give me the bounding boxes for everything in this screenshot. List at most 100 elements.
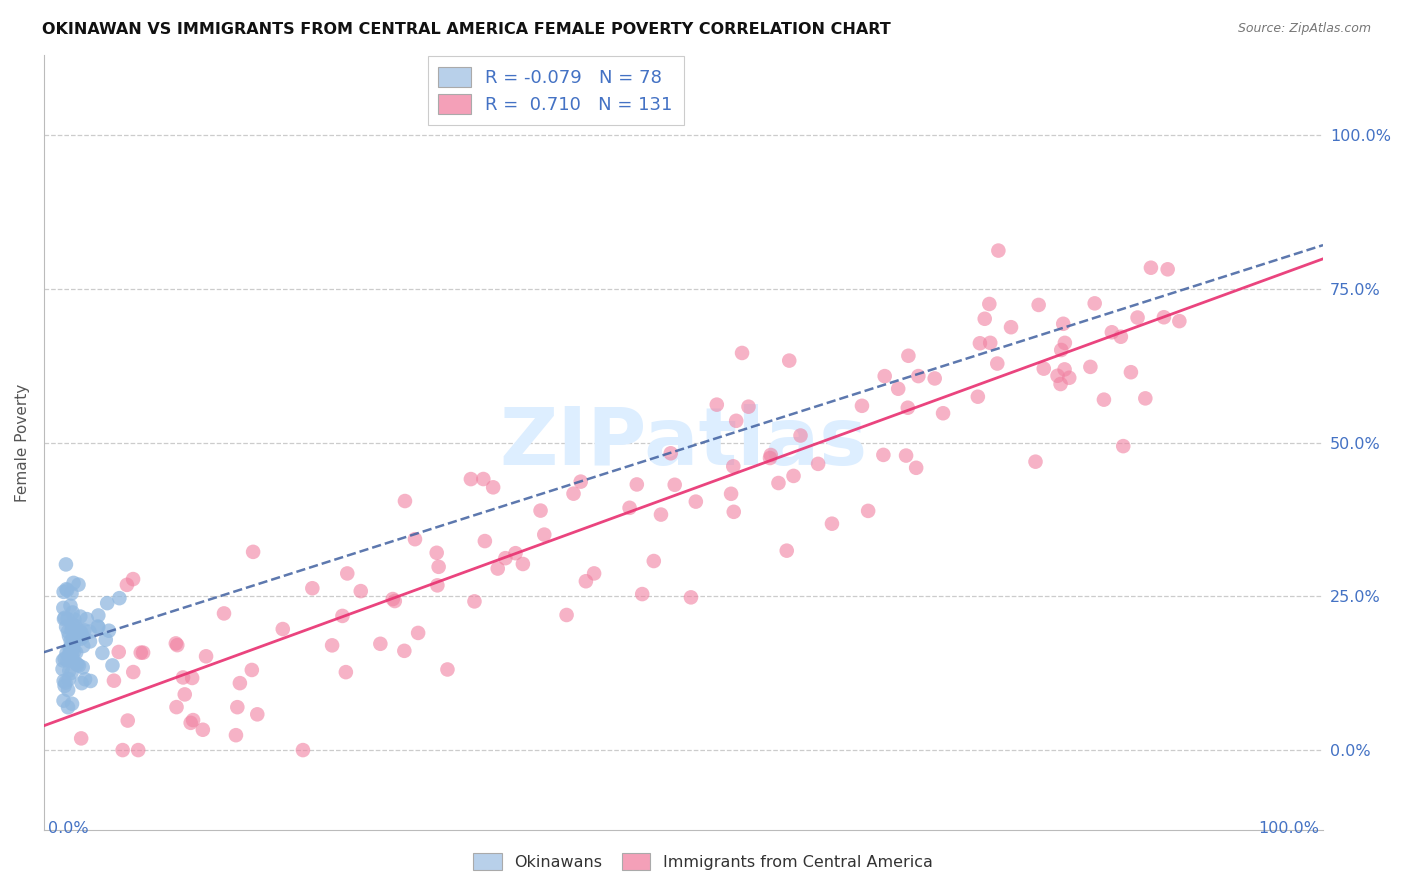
Point	[59, 640, 82, 655]
Point	[53, 651, 76, 665]
Point	[575, 574, 598, 589]
Point	[427, 559, 450, 574]
Point	[1080, 359, 1102, 374]
Point	[103, 673, 125, 688]
Point	[181, 713, 204, 727]
Point	[229, 676, 252, 690]
Point	[1092, 392, 1115, 407]
Point	[650, 508, 672, 522]
Point	[851, 399, 873, 413]
Point	[52, 585, 75, 599]
Point	[979, 335, 1001, 350]
Point	[776, 543, 799, 558]
Point	[72, 630, 94, 644]
Point	[973, 311, 995, 326]
Point	[87, 608, 110, 623]
Point	[76, 612, 98, 626]
Point	[463, 594, 485, 608]
Point	[856, 504, 879, 518]
Point	[1028, 298, 1050, 312]
Point	[115, 578, 138, 592]
Point	[474, 534, 496, 549]
Legend: Okinawans, Immigrants from Central America: Okinawans, Immigrants from Central Ameri…	[467, 847, 939, 877]
Point	[62, 638, 84, 652]
Point	[53, 611, 76, 625]
Text: ZIPatlas: ZIPatlas	[499, 403, 868, 482]
Point	[60, 645, 83, 659]
Point	[894, 449, 917, 463]
Point	[759, 450, 782, 465]
Point	[96, 596, 118, 610]
Point	[706, 398, 728, 412]
Point	[52, 653, 75, 667]
Point	[56, 612, 79, 626]
Point	[873, 369, 896, 384]
Point	[107, 645, 129, 659]
Point	[60, 650, 83, 665]
Point	[79, 634, 101, 648]
Point	[486, 561, 509, 575]
Point	[932, 406, 955, 420]
Point	[664, 477, 686, 491]
Y-axis label: Female Poverty: Female Poverty	[15, 384, 30, 501]
Point	[63, 612, 86, 626]
Point	[56, 700, 79, 714]
Point	[52, 612, 75, 626]
Point	[58, 672, 80, 686]
Point	[181, 671, 204, 685]
Point	[1000, 320, 1022, 334]
Point	[117, 714, 139, 728]
Point	[562, 486, 585, 500]
Point	[321, 638, 343, 652]
Point	[979, 297, 1001, 311]
Point	[59, 633, 82, 648]
Point	[723, 505, 745, 519]
Point	[60, 586, 83, 600]
Point	[52, 600, 75, 615]
Point	[52, 673, 75, 688]
Point	[404, 532, 426, 546]
Point	[505, 546, 527, 560]
Point	[986, 357, 1008, 371]
Point	[472, 472, 495, 486]
Point	[75, 672, 97, 686]
Point	[56, 683, 79, 698]
Point	[65, 646, 87, 660]
Point	[619, 500, 641, 515]
Point	[533, 527, 555, 541]
Point	[406, 626, 429, 640]
Point	[172, 670, 194, 684]
Point	[768, 475, 790, 490]
Point	[101, 658, 124, 673]
Point	[72, 639, 94, 653]
Point	[336, 566, 359, 581]
Point	[62, 632, 84, 646]
Point	[966, 390, 988, 404]
Point	[87, 620, 110, 634]
Point	[67, 658, 90, 673]
Point	[482, 480, 505, 494]
Point	[67, 577, 90, 591]
Point	[94, 632, 117, 647]
Point	[725, 414, 748, 428]
Point	[79, 673, 101, 688]
Point	[195, 649, 218, 664]
Point	[1168, 314, 1191, 328]
Point	[59, 649, 82, 664]
Point	[72, 660, 94, 674]
Point	[512, 557, 534, 571]
Point	[737, 400, 759, 414]
Point	[807, 457, 830, 471]
Point	[212, 607, 235, 621]
Point	[291, 743, 314, 757]
Point	[905, 460, 928, 475]
Point	[529, 503, 551, 517]
Point	[122, 572, 145, 586]
Point	[55, 675, 77, 690]
Point	[555, 607, 578, 622]
Point	[87, 619, 110, 633]
Point	[271, 622, 294, 636]
Point	[62, 606, 84, 620]
Point	[394, 644, 416, 658]
Point	[494, 551, 516, 566]
